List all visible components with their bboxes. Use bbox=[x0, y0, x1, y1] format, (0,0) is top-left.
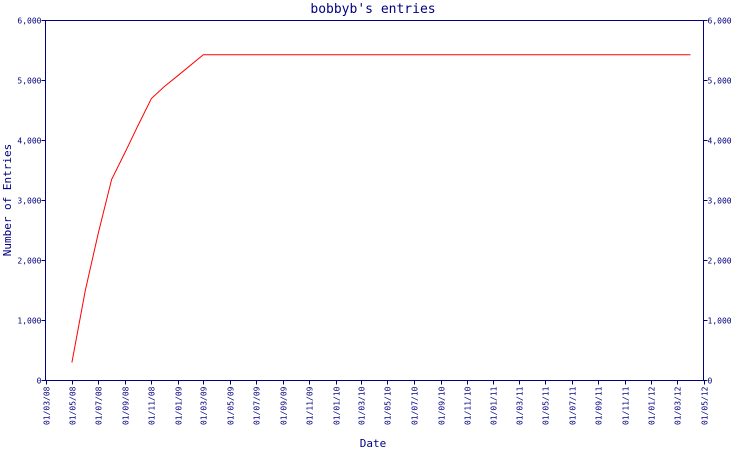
x-tick-label: 01/03/08 bbox=[43, 386, 52, 425]
x-tick-label: 01/03/12 bbox=[674, 386, 683, 425]
x-axis-label: Date bbox=[360, 437, 387, 450]
y-tick-label-left: 4,000 bbox=[17, 137, 41, 146]
x-tick-label: 01/01/09 bbox=[175, 386, 184, 425]
x-tick-label: 01/07/08 bbox=[95, 386, 104, 425]
x-tick-label: 01/05/12 bbox=[701, 386, 710, 425]
x-tick-label: 01/07/09 bbox=[253, 386, 262, 425]
y-tick-label-left: 5,000 bbox=[17, 77, 41, 86]
y-axis-left: 0 1,000 2,000 3,000 4,000 5,000 6,000 bbox=[17, 17, 46, 386]
y-axis-right: 0 1,000 2,000 3,000 4,000 5,000 6,000 bbox=[703, 17, 732, 386]
x-tick-label: 01/05/11 bbox=[542, 386, 551, 425]
y-tick-label-right: 2,000 bbox=[708, 257, 732, 266]
x-tick-label: 01/09/09 bbox=[280, 386, 289, 425]
x-tick-label: 01/01/12 bbox=[648, 386, 657, 425]
x-tick-label: 01/05/09 bbox=[227, 386, 236, 425]
y-tick-label-right: 4,000 bbox=[708, 137, 732, 146]
x-tick-label: 01/05/10 bbox=[384, 386, 393, 425]
x-tick-label: 01/11/08 bbox=[148, 386, 157, 425]
x-tick-label: 01/07/10 bbox=[411, 386, 420, 425]
y-tick-label-right: 6,000 bbox=[708, 17, 732, 26]
y-tick-label-left: 1,000 bbox=[17, 317, 41, 326]
y-axis-label: Number of Entries bbox=[1, 144, 14, 257]
y-tick-label-left: 0 bbox=[37, 377, 42, 386]
y-tick-label-right: 0 bbox=[708, 377, 713, 386]
x-tick-label: 01/09/11 bbox=[595, 386, 604, 425]
plot-frame bbox=[45, 20, 704, 381]
x-tick-label: 01/01/11 bbox=[490, 386, 499, 425]
series-line bbox=[71, 54, 691, 363]
y-tick-label-left: 6,000 bbox=[17, 17, 41, 26]
x-tick-label: 01/03/09 bbox=[200, 386, 209, 425]
x-tick-label: 01/05/08 bbox=[69, 386, 78, 425]
y-tick-label-left: 2,000 bbox=[17, 257, 41, 266]
y-tick-label-right: 5,000 bbox=[708, 77, 732, 86]
x-tick-label: 01/11/11 bbox=[622, 386, 631, 425]
x-tick-label: 01/03/11 bbox=[516, 386, 525, 425]
x-axis: 01/03/08 01/05/08 01/07/08 01/09/08 01/11/08… bbox=[43, 380, 710, 425]
chart-title: bobbyb's entries bbox=[310, 2, 435, 17]
x-tick-label: 01/07/11 bbox=[569, 386, 578, 425]
x-tick-label: 01/09/08 bbox=[122, 386, 131, 425]
x-tick-label: 01/03/10 bbox=[358, 386, 367, 425]
x-tick-label: 01/11/09 bbox=[306, 386, 315, 425]
y-tick-label-right: 3,000 bbox=[708, 197, 732, 206]
x-tick-label: 01/11/10 bbox=[464, 386, 473, 425]
x-tick-label: 01/01/10 bbox=[333, 386, 342, 425]
y-tick-label-right: 1,000 bbox=[708, 317, 732, 326]
x-tick-label: 01/09/10 bbox=[438, 386, 447, 425]
y-tick-label-left: 3,000 bbox=[17, 197, 41, 206]
